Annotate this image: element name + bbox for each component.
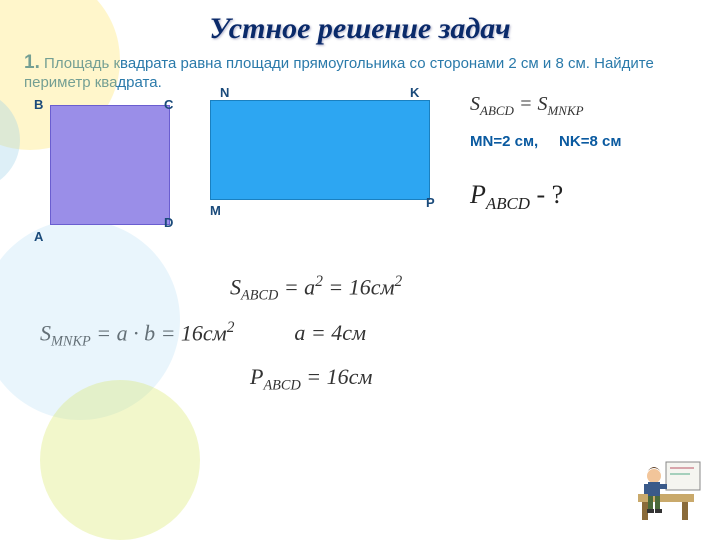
student-icon [630,456,702,522]
vertex-p: P [426,195,435,210]
vertex-a: A [34,229,43,244]
question: PABCD - ? [470,180,621,214]
vertex-d: D [164,215,173,230]
s-abcd-eq-s-mnkp: SABCD = SMNKP [470,93,584,115]
vertex-k: K [410,85,419,100]
vertex-m: M [210,203,221,218]
eq-sabcd: SABCD = a2 = 16см2 [230,273,720,305]
vertex-b: B [34,97,43,112]
rect-mnkp [210,100,430,200]
given-dims: MN=2 см, NK=8 см [470,133,621,150]
vertex-c: C [164,97,173,112]
given-block: SABCD = SMNKP MN=2 см, NK=8 см PABCD - ? [470,93,621,214]
vertex-n: N [220,85,229,100]
square-abcd [50,105,170,225]
eq-pabcd: PABCD = 16см [250,364,720,394]
eq-a: a = 4см [294,320,366,346]
shapes-area: B C A D N K M P SABCD = SMNKP MN=2 см, N… [0,95,720,265]
